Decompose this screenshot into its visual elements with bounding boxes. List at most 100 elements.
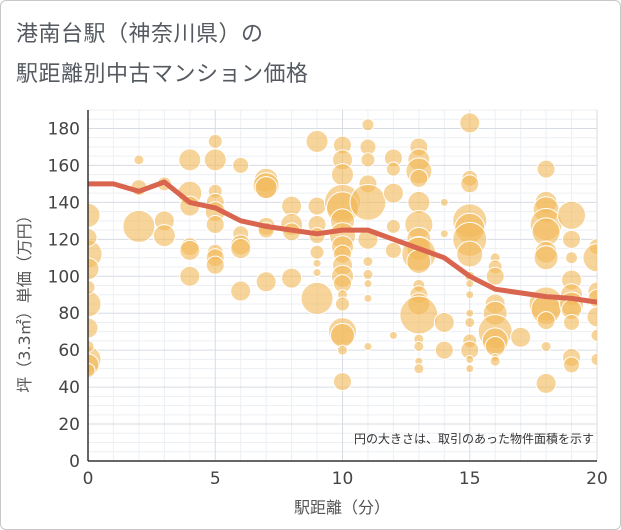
data-bubble bbox=[205, 215, 225, 235]
data-bubble bbox=[349, 183, 387, 221]
chart-title-line1: 港南台駅（神奈川県）の bbox=[16, 22, 264, 47]
data-bubble bbox=[330, 322, 355, 348]
data-bubble bbox=[439, 229, 449, 239]
data-bubble bbox=[456, 240, 484, 268]
y-tick-label: 80 bbox=[58, 304, 80, 324]
data-bubble bbox=[179, 239, 201, 261]
data-bubble bbox=[88, 362, 96, 378]
data-bubble bbox=[489, 355, 501, 367]
data-bubble bbox=[300, 281, 334, 315]
y-tick-label: 140 bbox=[48, 193, 80, 213]
trend-layer bbox=[88, 179, 597, 305]
data-bubble bbox=[413, 363, 425, 375]
x-axis-title: 駅距離（分） bbox=[294, 498, 390, 517]
data-bubble bbox=[361, 118, 375, 132]
data-bubble bbox=[363, 293, 373, 303]
data-bubble bbox=[465, 364, 475, 374]
x-tick-label: 20 bbox=[586, 469, 608, 489]
data-bubble bbox=[152, 224, 176, 248]
data-bubble bbox=[207, 133, 223, 149]
axes: 0 20 40 60 80 100 120 140 160 180 0 5 10 15 20 bbox=[48, 110, 608, 489]
data-bubble bbox=[309, 244, 325, 260]
data-bubble bbox=[464, 316, 476, 328]
data-bubble bbox=[459, 112, 481, 134]
data-bubble bbox=[382, 182, 404, 204]
data-bubble bbox=[88, 290, 102, 318]
data-bubble bbox=[535, 372, 557, 394]
data-bubble bbox=[413, 340, 425, 352]
data-bubble bbox=[563, 356, 581, 374]
data-bubble bbox=[133, 154, 145, 166]
data-bubble bbox=[88, 317, 99, 339]
data-bubble bbox=[88, 202, 101, 228]
data-bubble bbox=[335, 296, 350, 312]
data-bubble bbox=[230, 280, 252, 302]
data-bubble bbox=[465, 308, 475, 318]
data-bubble bbox=[179, 265, 201, 287]
data-bubble bbox=[205, 255, 225, 275]
data-bubble bbox=[465, 279, 475, 289]
y-tick-label: 100 bbox=[48, 267, 80, 287]
data-bubble bbox=[587, 288, 597, 308]
data-bubble bbox=[465, 290, 475, 300]
bubble-size-note: 円の大きさは、取引のあった物件面積を示す bbox=[354, 431, 594, 446]
y-tick-label: 60 bbox=[58, 341, 80, 361]
data-bubble bbox=[536, 159, 556, 179]
data-bubble bbox=[433, 311, 455, 333]
data-bubble bbox=[563, 313, 581, 331]
bubble-layer bbox=[88, 112, 597, 394]
data-bubble bbox=[254, 176, 278, 200]
data-bubble bbox=[305, 129, 329, 153]
y-tick-label: 0 bbox=[69, 452, 80, 472]
data-bubble bbox=[540, 340, 552, 352]
data-bubble bbox=[536, 311, 556, 331]
data-bubble bbox=[203, 148, 227, 172]
data-bubble bbox=[590, 352, 597, 366]
data-bubble bbox=[307, 196, 327, 216]
data-bubble bbox=[88, 279, 96, 295]
x-tick-label: 10 bbox=[332, 469, 354, 489]
data-bubble bbox=[586, 306, 597, 328]
data-bubble bbox=[337, 344, 348, 356]
data-bubble bbox=[439, 197, 449, 207]
y-tick-label: 40 bbox=[58, 378, 80, 398]
data-bubble bbox=[582, 243, 597, 273]
data-bubble bbox=[385, 161, 401, 177]
y-axis-title: 坪（3.3㎡）単価（万円） bbox=[15, 207, 34, 392]
data-bubble bbox=[399, 295, 439, 335]
y-tick-label: 20 bbox=[58, 415, 80, 435]
y-tick-label: 180 bbox=[48, 119, 80, 139]
data-bubble bbox=[562, 229, 582, 249]
data-bubble bbox=[388, 330, 398, 340]
data-bubble bbox=[565, 251, 579, 265]
data-bubble bbox=[434, 340, 454, 360]
data-bubble bbox=[363, 279, 373, 289]
data-bubble bbox=[88, 339, 95, 353]
data-bubble bbox=[312, 268, 322, 278]
x-tick-label: 0 bbox=[83, 469, 94, 489]
data-bubble bbox=[533, 245, 559, 271]
data-bubble bbox=[384, 241, 402, 259]
chart-title-line2: 駅距離別中古マンション価格 bbox=[16, 62, 309, 87]
data-bubble bbox=[465, 354, 475, 364]
data-bubble bbox=[409, 168, 429, 188]
x-tick-label: 5 bbox=[210, 469, 221, 489]
data-bubble bbox=[385, 218, 401, 234]
data-bubble bbox=[232, 156, 250, 174]
x-tick-label: 15 bbox=[459, 469, 481, 489]
data-bubble bbox=[312, 258, 322, 268]
data-bubble bbox=[281, 267, 303, 289]
data-bubble bbox=[333, 372, 352, 392]
data-bubble bbox=[360, 152, 376, 168]
data-bubble bbox=[557, 200, 587, 230]
data-bubble bbox=[178, 148, 202, 172]
data-bubble bbox=[362, 268, 374, 280]
y-tick-label: 120 bbox=[48, 230, 80, 250]
data-bubble bbox=[485, 266, 505, 286]
data-bubble bbox=[88, 257, 100, 281]
data-bubble bbox=[510, 326, 532, 348]
data-bubble bbox=[331, 163, 354, 187]
trend-line bbox=[88, 179, 597, 305]
data-bubble bbox=[590, 328, 597, 342]
